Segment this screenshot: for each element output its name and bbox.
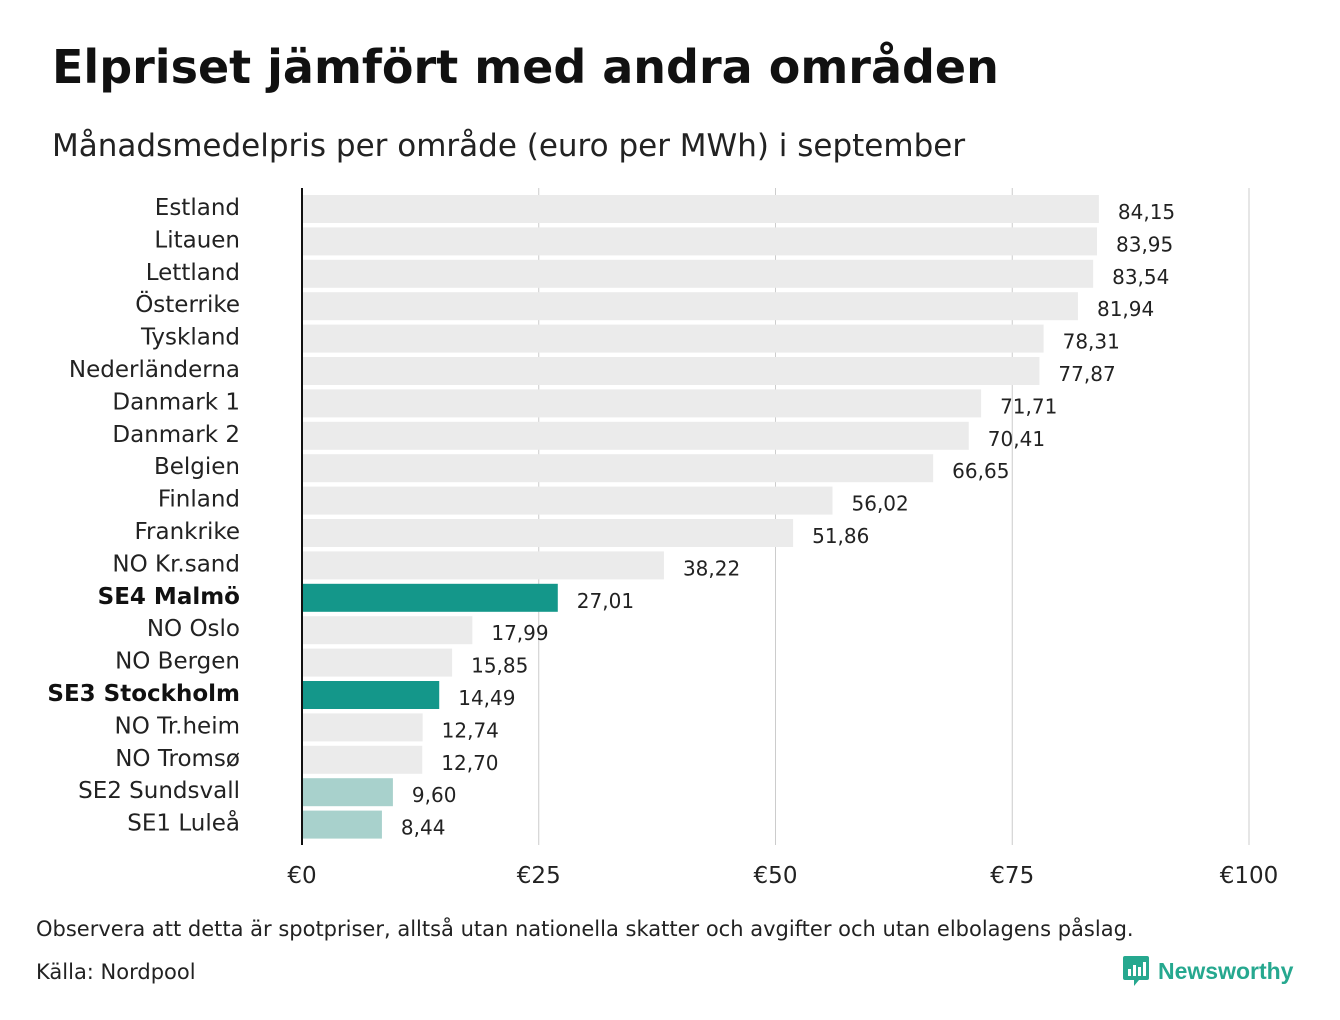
data-label: 14,49 [458,686,515,710]
category-label: Danmark 1 [112,389,240,415]
data-label: 84,15 [1118,200,1175,224]
bars [302,195,1099,839]
category-label: NO Oslo [147,616,240,642]
bar [302,421,969,450]
category-label: SE1 Luleå [127,809,240,837]
data-label: 8,44 [401,816,446,840]
bar [302,745,423,774]
bar [302,324,1044,353]
category-label: Finland [158,487,240,513]
bar [302,519,794,547]
category-label: NO Tr.heim [115,713,240,739]
data-label: 83,95 [1116,232,1173,256]
category-label: NO Kr.sand [112,551,240,577]
data-label: 51,86 [812,524,869,548]
x-tick-label: €50 [754,863,798,889]
bar [302,259,1094,288]
category-label: NO Bergen [115,649,240,675]
data-label: 17,99 [491,621,548,645]
bar [302,227,1098,256]
bar [302,357,1040,385]
category-label: SE3 Stockholm [47,681,240,707]
bar-chart: Estland Litauen Lettland Österrike Tyskland N… [47,188,1278,889]
category-label: Belgien [154,454,240,480]
data-label: 56,02 [852,492,909,516]
data-label: 81,94 [1097,297,1154,321]
bar [302,713,423,742]
footnote: Observera att detta är spotpriser, allts… [36,917,1134,941]
chart-subtitle: Månadsmedelpris per område (euro per MWh… [52,128,966,164]
bar [302,551,664,580]
category-label: Litauen [154,227,240,253]
x-tick-label: €0 [287,863,316,889]
chart-title: Elpriset jämfört med andra områden [52,40,999,94]
data-label: 71,71 [1000,394,1057,418]
newsworthy-logo-icon [1123,956,1149,986]
category-label: Österrike [135,290,240,318]
bar [302,810,382,839]
bar [302,486,833,515]
data-label: 66,65 [952,459,1009,483]
bar [302,616,473,645]
x-tick-label: €25 [517,863,561,889]
category-label: SE4 Malmö [98,584,240,610]
data-label: 78,31 [1063,330,1120,354]
category-label: SE2 Sundsvall [78,778,240,804]
data-label: 38,22 [683,556,740,580]
category-labels: Estland Litauen Lettland Österrike Tyskland N… [47,195,240,837]
data-label: 15,85 [471,654,528,678]
category-label: Nederländerna [69,357,240,383]
bar [302,778,393,807]
bar [302,583,558,612]
brand-logo: Newsworthy [1122,954,1293,988]
category-label: Tyskland [140,325,240,351]
data-label: 83,54 [1112,265,1169,289]
x-tick-label: €75 [990,863,1034,889]
data-label: 12,70 [441,751,498,775]
data-label: 70,41 [988,427,1045,451]
data-label: 12,74 [442,718,499,742]
x-axis-ticks: €0 €25 €50 €75 €100 [287,863,1278,889]
bar [302,389,982,418]
data-label: 9,60 [412,783,457,807]
bar [302,454,934,483]
category-label: Lettland [146,260,240,286]
bar [302,195,1099,223]
data-label: 77,87 [1058,362,1115,386]
category-label: NO Tromsø [115,746,240,772]
category-label: Frankrike [135,519,241,545]
bar [302,648,453,677]
bar [302,292,1078,321]
bar [302,681,440,709]
data-label: 27,01 [577,589,634,613]
x-tick-label: €100 [1220,863,1279,889]
category-label: Estland [155,195,240,221]
source-note: Källa: Nordpool [36,960,196,984]
brand-name: Newsworthy [1158,957,1294,984]
category-label: Danmark 2 [112,422,240,448]
